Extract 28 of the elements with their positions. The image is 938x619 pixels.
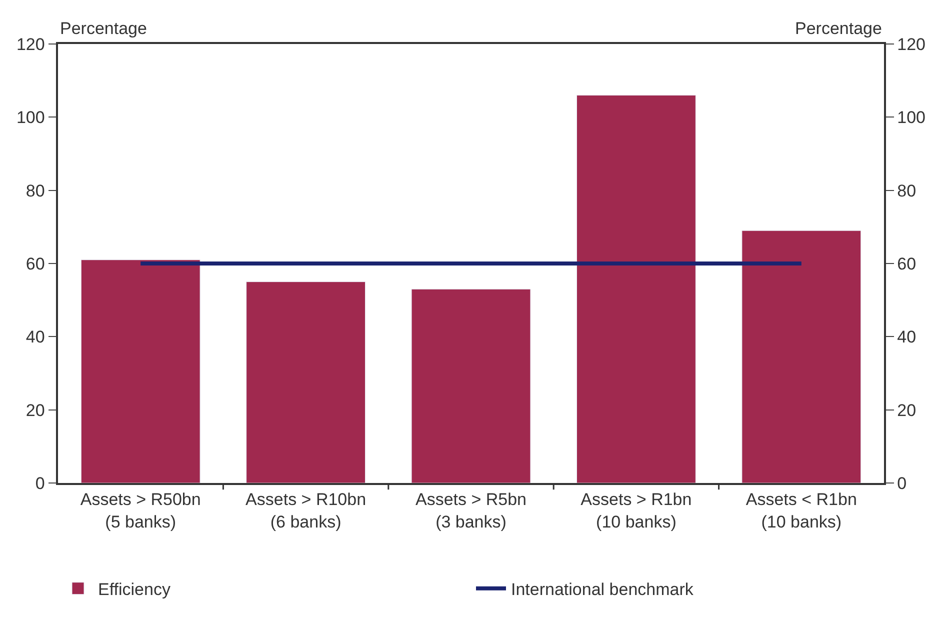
y-tick-label: 40 xyxy=(26,328,45,347)
x-tick-label: Assets > R1bn (10 banks) xyxy=(580,490,692,532)
bar xyxy=(411,288,531,483)
legend-label: International benchmark xyxy=(511,580,694,599)
y2-tick-label: 0 xyxy=(897,474,907,493)
y2-tick-label: 80 xyxy=(897,181,916,200)
y2-tick-label: 100 xyxy=(897,108,926,128)
y-tick-label: 120 xyxy=(16,34,45,54)
x-tick-label: Assets > R10bn (6 banks) xyxy=(246,490,366,532)
bar xyxy=(576,94,696,483)
bar xyxy=(742,230,862,483)
x-tick-label: Assets < R1bn (10 banks) xyxy=(746,490,857,532)
y-tick-label: 60 xyxy=(26,254,45,274)
y2-tick-label: 60 xyxy=(897,254,916,274)
x-tick-label: Assets > R5bn (3 banks) xyxy=(415,490,527,532)
bar xyxy=(246,282,366,483)
legend-label: Efficiency xyxy=(98,580,171,599)
y2-axis-title: Percentage xyxy=(795,19,882,38)
y-tick-label: 20 xyxy=(26,400,45,420)
y-tick-label: 0 xyxy=(35,474,45,493)
y-axis-title: Percentage xyxy=(60,19,147,38)
y2-tick-label: 40 xyxy=(897,328,916,347)
y2-tick-label: 20 xyxy=(897,400,916,420)
x-tick-label: Assets > R50bn (5 banks) xyxy=(80,490,201,532)
y2-tick-label: 120 xyxy=(897,34,926,54)
y-tick-label: 100 xyxy=(16,108,45,128)
bar xyxy=(80,260,200,483)
y-tick-label: 80 xyxy=(26,181,45,200)
